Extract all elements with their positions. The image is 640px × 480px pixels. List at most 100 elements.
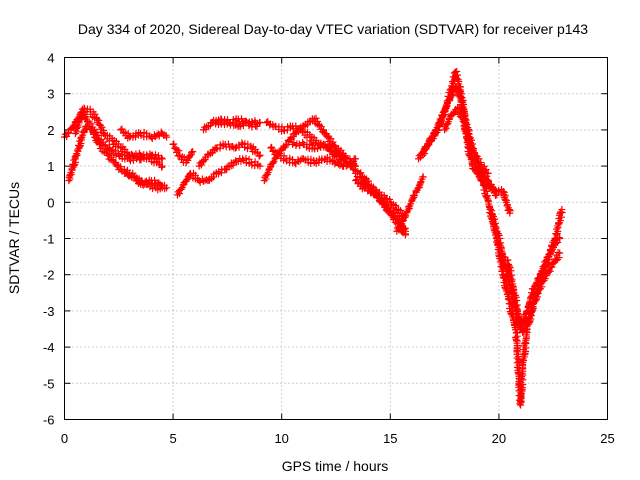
data-point (538, 267, 546, 275)
data-point (283, 141, 291, 149)
data-point (514, 307, 522, 315)
x-tick-label: 0 (61, 431, 68, 446)
data-point (488, 211, 496, 219)
data-point (402, 227, 410, 235)
data-point (482, 193, 490, 201)
data-point (256, 151, 264, 159)
data-point (253, 122, 261, 130)
data-point (93, 131, 101, 139)
data-point (444, 118, 452, 126)
data-point (137, 151, 145, 159)
data-point (465, 138, 473, 146)
data-point (371, 186, 379, 194)
x-tick-label: 5 (169, 431, 176, 446)
data-point (474, 162, 482, 170)
data-point (139, 181, 147, 189)
x-tick-label: 20 (492, 431, 506, 446)
data-point (417, 178, 425, 186)
series-track-21 (441, 103, 501, 199)
series-track-22 (473, 162, 564, 409)
data-point (429, 132, 437, 140)
data-point (79, 111, 87, 119)
data-point (155, 159, 163, 167)
data-point (256, 162, 264, 170)
data-point (348, 161, 356, 169)
series-track-18 (393, 173, 427, 235)
series-track-4 (117, 125, 171, 143)
data-point (459, 115, 467, 123)
x-tick-label: 15 (383, 431, 397, 446)
plot-frame (64, 57, 608, 420)
data-point (465, 141, 473, 149)
data-point (199, 177, 207, 185)
data-point (170, 140, 178, 148)
data-point (507, 267, 515, 275)
data-point (226, 120, 234, 128)
data-point (186, 170, 194, 178)
data-point (312, 114, 320, 122)
data-point (471, 149, 479, 157)
y-tick-label: 2 (47, 123, 54, 138)
data-point (503, 202, 511, 210)
data-point (495, 231, 503, 239)
data-point (163, 184, 171, 192)
data-point (74, 121, 82, 129)
data-point (479, 175, 487, 183)
data-point (443, 102, 451, 110)
data-point (483, 195, 491, 203)
data-point (491, 215, 499, 223)
data-point (454, 85, 462, 93)
y-tick-label: 4 (47, 51, 54, 66)
data-point (67, 168, 75, 176)
x-tick-labels: 0 5 10 15 20 25 (61, 431, 615, 446)
data-point (477, 161, 485, 169)
data-point (66, 172, 74, 180)
data-point (270, 157, 278, 165)
data-point (552, 257, 560, 265)
data-point (184, 156, 192, 164)
chart-title: Day 334 of 2020, Sidereal Day-to-day VTE… (78, 21, 588, 37)
data-point (419, 173, 427, 181)
data-point (506, 209, 514, 217)
data-point (484, 176, 492, 184)
data-point (456, 105, 464, 113)
x-tick-label: 10 (274, 431, 288, 446)
data-point (523, 307, 531, 315)
data-point (433, 124, 441, 132)
data-point (264, 168, 272, 176)
data-point (502, 198, 510, 206)
y-tick-label: 1 (47, 159, 54, 174)
data-point (453, 67, 461, 75)
series-track-3 (71, 104, 166, 171)
data-point (458, 114, 466, 122)
data-point (410, 192, 418, 200)
data-point (517, 323, 525, 331)
data-point (398, 220, 406, 228)
series-track-14 (289, 139, 351, 163)
data-point (352, 155, 360, 163)
data-point (472, 153, 480, 161)
data-point (280, 127, 288, 135)
data-point (217, 169, 225, 177)
data-point (556, 217, 564, 225)
series-track-5 (121, 168, 171, 193)
data-point (158, 162, 166, 170)
data-point (552, 239, 560, 247)
data-point (556, 249, 564, 257)
data-point (543, 255, 551, 263)
data-points (61, 67, 566, 409)
series-track-24 (504, 234, 564, 333)
data-point (79, 131, 87, 139)
data-point (201, 156, 209, 164)
data-point (557, 213, 565, 221)
data-point (555, 254, 563, 262)
data-point (522, 313, 530, 321)
data-point (183, 175, 191, 183)
data-point (547, 263, 555, 271)
data-point (158, 155, 166, 163)
data-point (497, 245, 505, 253)
data-point (210, 173, 218, 181)
data-point (513, 304, 521, 312)
data-point (101, 145, 109, 153)
